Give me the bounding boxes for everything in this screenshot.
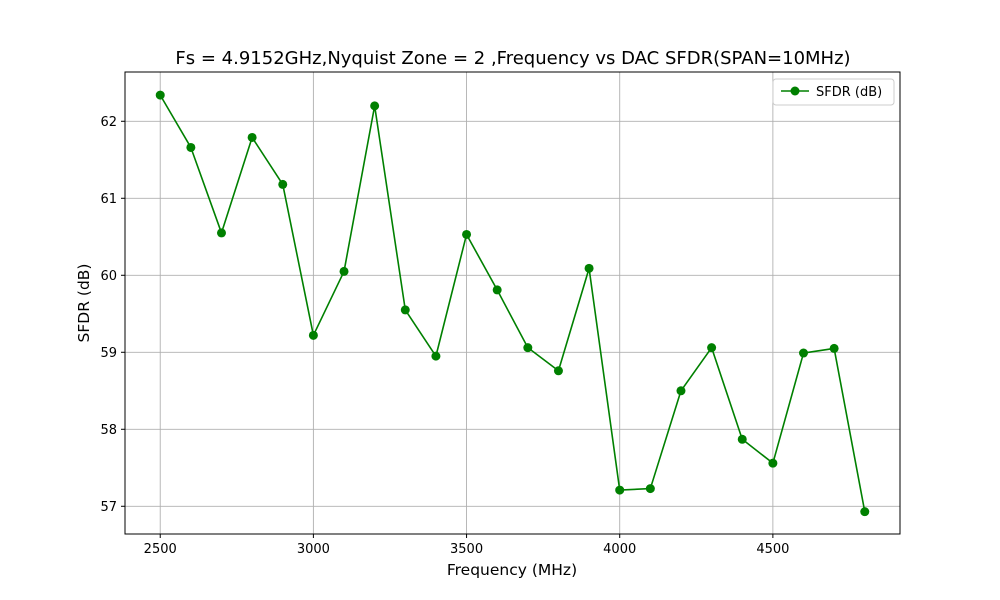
plot-frame <box>124 71 901 535</box>
data-point <box>186 142 196 152</box>
data-point <box>492 285 502 295</box>
data-point <box>400 305 410 315</box>
chart-title: Fs = 4.9152GHz,Nyquist Zone = 2 ,Frequen… <box>175 48 850 69</box>
data-point <box>462 229 472 239</box>
y-tick-label: 58 <box>100 423 117 438</box>
data-point <box>155 90 165 100</box>
series-line-sfdr <box>159 94 866 512</box>
data-point <box>523 343 533 353</box>
data-point <box>370 101 380 111</box>
data-point <box>737 434 747 444</box>
y-tick-label: 59 <box>100 346 117 361</box>
data-point <box>431 351 441 361</box>
legend-marker-swatch <box>790 86 800 96</box>
data-point <box>615 485 625 495</box>
y-tick-label: 60 <box>100 269 117 284</box>
series-layer <box>155 90 870 517</box>
y-tick-label: 61 <box>100 192 117 207</box>
x-tick-label: 4000 <box>603 542 636 557</box>
data-point <box>829 343 839 353</box>
y-axis-label: SFDR (dB) <box>75 264 93 343</box>
x-axis-label: Frequency (MHz) <box>447 561 577 579</box>
x-tick-label: 3000 <box>297 542 330 557</box>
legend: SFDR (dB) <box>772 78 895 106</box>
x-tick-label: 3500 <box>450 542 483 557</box>
data-point <box>553 366 563 376</box>
data-point <box>860 507 870 517</box>
data-point <box>247 132 257 142</box>
data-point <box>768 458 778 468</box>
data-point <box>308 330 318 340</box>
x-axis: 2500 3000 3500 4000 4500 <box>144 534 789 557</box>
y-axis: 57 58 59 60 61 62 <box>100 115 125 515</box>
y-tick-label: 57 <box>100 500 117 515</box>
data-point <box>707 343 717 353</box>
x-tick-label: 2500 <box>144 542 177 557</box>
data-point <box>799 348 809 358</box>
x-tick-label: 4500 <box>756 542 789 557</box>
legend-box <box>772 78 895 106</box>
data-point <box>339 266 349 276</box>
legend-entry-sfdr: SFDR (dB) <box>816 85 882 100</box>
data-point <box>645 484 655 494</box>
y-tick-label: 62 <box>100 115 117 130</box>
data-point <box>676 386 686 396</box>
data-point <box>584 263 594 273</box>
data-point <box>278 179 288 189</box>
grid <box>125 72 900 534</box>
data-point <box>216 228 226 238</box>
